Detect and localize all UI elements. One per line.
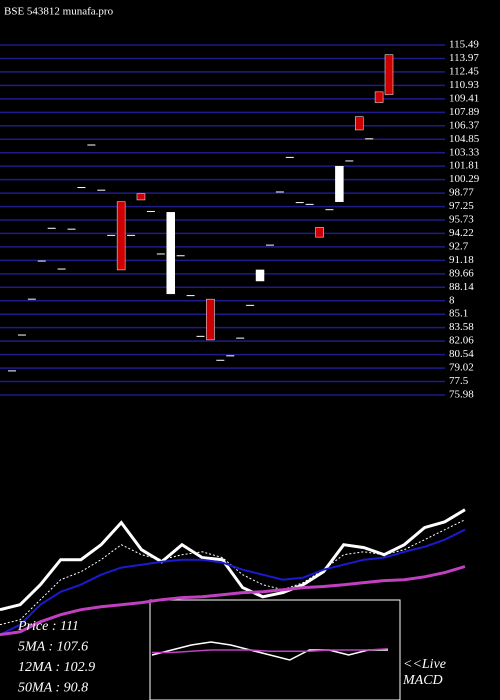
candle: [206, 298, 215, 341]
y-tick-label: 110.93: [449, 79, 479, 91]
legend-label: MACD: [402, 673, 443, 688]
y-tick-label: 94.22: [449, 227, 474, 239]
y-tick-label: 83.58: [449, 321, 474, 333]
y-tick-label: 89.66: [449, 267, 474, 279]
y-tick-label: 8: [449, 294, 455, 306]
series-line: [0, 528, 466, 636]
candle: [315, 227, 324, 238]
y-tick-label: 92.7: [449, 240, 469, 252]
candle: [116, 201, 126, 271]
y-tick-label: 85.1: [449, 308, 468, 320]
legend-label: <<Live: [403, 657, 446, 672]
candle: [354, 116, 364, 131]
y-tick-label: 101.81: [449, 160, 479, 172]
y-tick-label: 98.77: [449, 187, 474, 199]
candle: [374, 91, 384, 103]
y-tick-label: 103.33: [449, 146, 480, 158]
y-tick-label: 113.97: [449, 52, 479, 64]
candle: [335, 166, 344, 202]
series-line: [152, 648, 389, 654]
y-tick-label: 91.18: [449, 254, 474, 266]
series-line: [151, 641, 388, 661]
series-line: [0, 508, 466, 612]
chart-title: BSE 543812 munafa.pro: [4, 6, 114, 18]
y-tick-label: 107.89: [449, 106, 480, 118]
y-tick-label: 97.25: [449, 200, 474, 212]
y-tick-label: 95.73: [449, 214, 474, 226]
y-tick-label: 79.02: [449, 362, 474, 374]
series-line: [0, 565, 466, 637]
legend-label: 12MA : 102.9: [18, 660, 95, 675]
macd-box: [149, 599, 401, 700]
y-tick-label: 112.45: [449, 65, 479, 77]
legend-label: 5MA : 107.6: [18, 640, 88, 655]
candle: [166, 212, 175, 295]
y-tick-label: 109.41: [449, 92, 479, 104]
y-tick-label: 75.98: [449, 389, 474, 401]
y-tick-label: 77.5: [449, 375, 469, 387]
y-tick-label: 88.14: [449, 281, 474, 293]
y-tick-label: 82.06: [449, 335, 474, 347]
y-tick-label: 115.49: [449, 39, 479, 51]
y-tick-label: 100.29: [449, 173, 480, 185]
candle: [136, 193, 146, 201]
y-tick-label: 80.54: [449, 348, 474, 360]
candle: [255, 269, 265, 282]
legend-label: Price : 111: [17, 619, 79, 634]
y-tick-label: 104.85: [449, 133, 480, 145]
candle: [384, 54, 394, 95]
y-tick-label: 106.37: [449, 119, 480, 131]
legend-label: 50MA : 90.8: [18, 681, 88, 696]
